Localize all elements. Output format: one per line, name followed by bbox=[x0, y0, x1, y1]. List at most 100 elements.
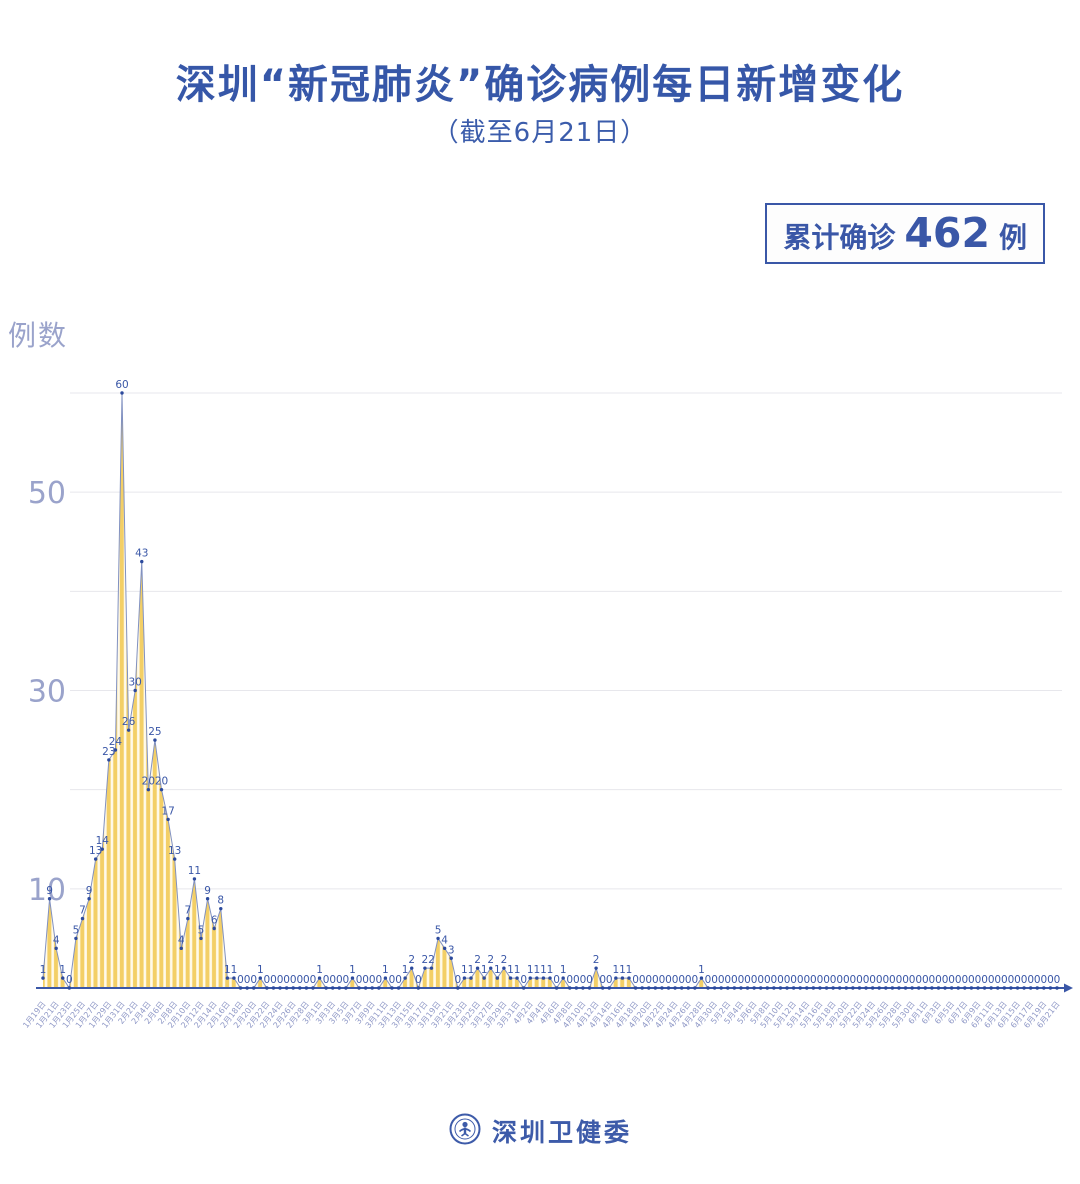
svg-text:0: 0 bbox=[645, 974, 652, 986]
svg-text:0: 0 bbox=[968, 974, 975, 986]
svg-text:0: 0 bbox=[454, 974, 461, 986]
svg-text:2: 2 bbox=[593, 954, 600, 966]
badge-suffix: 例 bbox=[998, 221, 1027, 254]
svg-text:0: 0 bbox=[935, 974, 942, 986]
area-fill bbox=[43, 392, 1057, 989]
svg-text:4: 4 bbox=[178, 934, 185, 946]
svg-text:3: 3 bbox=[448, 944, 455, 956]
daily-new-cases-chart: 10 30 50 1 9 4 1 0 5 7 9 13 14 23 24 60 26 30 43 20 25 20 17 13… bbox=[0, 300, 1080, 1080]
svg-text:1: 1 bbox=[468, 964, 475, 976]
chart-title: 深圳“新冠肺炎”确诊病例每日新增变化 bbox=[175, 62, 905, 108]
svg-text:0: 0 bbox=[942, 974, 949, 986]
chart-subtitle: （截至6月21日） bbox=[432, 118, 648, 148]
svg-text:14: 14 bbox=[96, 835, 110, 847]
svg-text:2: 2 bbox=[474, 954, 481, 966]
svg-text:0: 0 bbox=[757, 974, 764, 986]
svg-text:0: 0 bbox=[764, 974, 771, 986]
svg-text:0: 0 bbox=[678, 974, 685, 986]
svg-text:7: 7 bbox=[185, 905, 192, 917]
svg-text:0: 0 bbox=[580, 974, 587, 986]
svg-text:13: 13 bbox=[168, 845, 181, 857]
y-axis-tick-labels: 10 30 50 bbox=[28, 476, 66, 908]
svg-text:0: 0 bbox=[751, 974, 758, 986]
svg-text:0: 0 bbox=[711, 974, 718, 986]
svg-text:0: 0 bbox=[310, 974, 317, 986]
svg-text:0: 0 bbox=[606, 974, 613, 986]
svg-text:0: 0 bbox=[1047, 974, 1054, 986]
svg-text:0: 0 bbox=[850, 974, 857, 986]
svg-text:7: 7 bbox=[79, 905, 86, 917]
svg-text:11: 11 bbox=[188, 865, 201, 877]
svg-text:1: 1 bbox=[349, 964, 356, 976]
svg-text:26: 26 bbox=[122, 716, 136, 728]
svg-text:0: 0 bbox=[929, 974, 936, 986]
svg-text:1: 1 bbox=[481, 964, 488, 976]
svg-text:0: 0 bbox=[329, 974, 336, 986]
badge-value: 462 bbox=[904, 209, 990, 257]
svg-text:0: 0 bbox=[731, 974, 738, 986]
svg-text:1: 1 bbox=[461, 964, 468, 976]
svg-text:0: 0 bbox=[909, 974, 916, 986]
gridlines bbox=[70, 392, 1062, 890]
svg-text:0: 0 bbox=[790, 974, 797, 986]
svg-text:0: 0 bbox=[1054, 974, 1061, 986]
svg-text:5: 5 bbox=[198, 924, 205, 936]
svg-text:0: 0 bbox=[975, 974, 982, 986]
svg-text:0: 0 bbox=[803, 974, 810, 986]
svg-text:9: 9 bbox=[86, 885, 93, 897]
svg-text:2: 2 bbox=[487, 954, 494, 966]
svg-text:0: 0 bbox=[810, 974, 817, 986]
svg-text:50: 50 bbox=[28, 476, 66, 511]
data-points bbox=[41, 391, 1059, 990]
svg-text:1: 1 bbox=[316, 964, 323, 976]
svg-text:0: 0 bbox=[889, 974, 896, 986]
chart-canvas: 1030501941057913142324602630432025201713… bbox=[21, 379, 1073, 1030]
svg-text:20: 20 bbox=[142, 776, 155, 788]
svg-text:0: 0 bbox=[296, 974, 303, 986]
svg-text:0: 0 bbox=[336, 974, 343, 986]
svg-text:0: 0 bbox=[882, 974, 889, 986]
svg-text:0: 0 bbox=[66, 974, 73, 986]
svg-text:1: 1 bbox=[540, 964, 547, 976]
svg-text:0: 0 bbox=[784, 974, 791, 986]
svg-text:0: 0 bbox=[264, 974, 271, 986]
svg-text:0: 0 bbox=[395, 974, 402, 986]
svg-text:5: 5 bbox=[73, 924, 80, 936]
svg-text:0: 0 bbox=[777, 974, 784, 986]
svg-text:0: 0 bbox=[659, 974, 666, 986]
svg-text:0: 0 bbox=[586, 974, 593, 986]
svg-text:0: 0 bbox=[771, 974, 778, 986]
svg-text:1: 1 bbox=[560, 964, 567, 976]
svg-text:0: 0 bbox=[639, 974, 646, 986]
svg-text:0: 0 bbox=[237, 974, 244, 986]
svg-text:0: 0 bbox=[323, 974, 330, 986]
svg-text:9: 9 bbox=[204, 885, 211, 897]
svg-text:0: 0 bbox=[250, 974, 257, 986]
svg-text:0: 0 bbox=[270, 974, 277, 986]
svg-text:0: 0 bbox=[566, 974, 573, 986]
svg-text:0: 0 bbox=[652, 974, 659, 986]
svg-text:0: 0 bbox=[830, 974, 837, 986]
svg-text:30: 30 bbox=[28, 674, 66, 709]
svg-text:17: 17 bbox=[161, 805, 174, 817]
svg-text:0: 0 bbox=[283, 974, 290, 986]
svg-text:1: 1 bbox=[626, 964, 633, 976]
svg-text:1: 1 bbox=[494, 964, 501, 976]
svg-text:1: 1 bbox=[402, 964, 409, 976]
svg-text:0: 0 bbox=[520, 974, 527, 986]
svg-text:1: 1 bbox=[527, 964, 534, 976]
svg-text:2: 2 bbox=[501, 954, 508, 966]
svg-text:8: 8 bbox=[217, 895, 224, 907]
svg-text:0: 0 bbox=[988, 974, 995, 986]
svg-text:60: 60 bbox=[115, 379, 128, 391]
svg-text:2: 2 bbox=[422, 954, 429, 966]
svg-text:0: 0 bbox=[994, 974, 1001, 986]
svg-text:0: 0 bbox=[1021, 974, 1028, 986]
cumulative-total-badge: 累计确诊 462 例 bbox=[765, 203, 1045, 264]
svg-text:1: 1 bbox=[619, 964, 626, 976]
svg-text:0: 0 bbox=[632, 974, 639, 986]
svg-text:1: 1 bbox=[382, 964, 389, 976]
svg-text:0: 0 bbox=[876, 974, 883, 986]
svg-text:9: 9 bbox=[46, 885, 53, 897]
